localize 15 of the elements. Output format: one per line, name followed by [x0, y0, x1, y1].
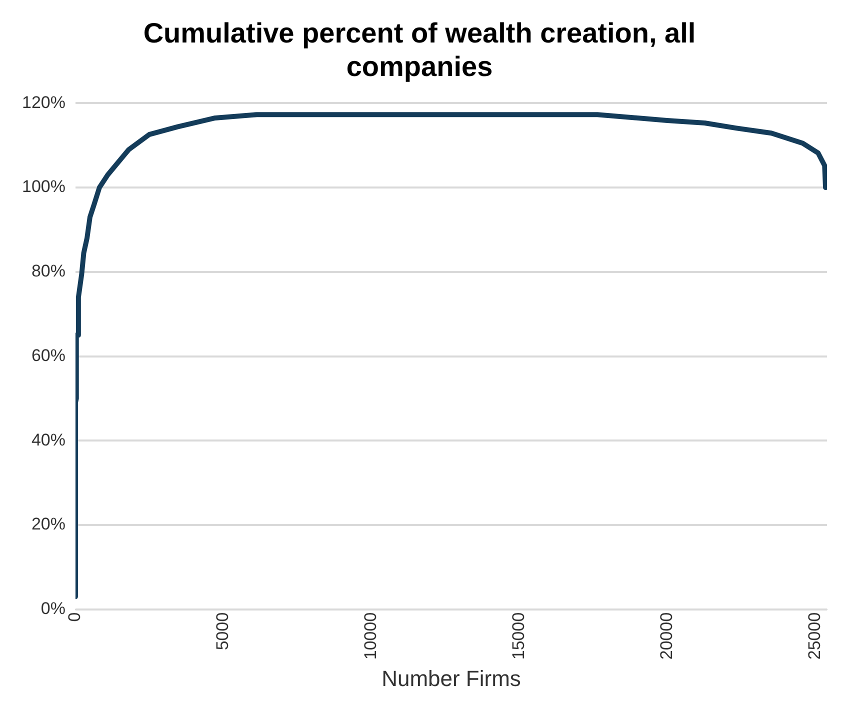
x-axis-title: Number Firms — [382, 666, 521, 691]
x-tick-label: 5000 — [213, 612, 232, 650]
y-tick-label: 100% — [22, 177, 66, 196]
chart-title: Cumulative percent of wealth creation, all companies — [143, 18, 696, 82]
y-tick-label: 40% — [31, 430, 66, 450]
x-tick-label: 20000 — [656, 612, 676, 660]
x-tick-label: 25000 — [804, 612, 824, 660]
y-tick-label: 120% — [22, 92, 66, 112]
y-tick-label: 60% — [31, 346, 66, 365]
x-tick-label: 0 — [65, 612, 84, 622]
y-tick-label: 80% — [31, 262, 66, 281]
x-tick-label: 10000 — [361, 612, 380, 660]
y-tick-label: 0% — [40, 599, 66, 618]
x-tick-label: 15000 — [508, 612, 528, 660]
y-tick-label: 20% — [31, 514, 66, 534]
